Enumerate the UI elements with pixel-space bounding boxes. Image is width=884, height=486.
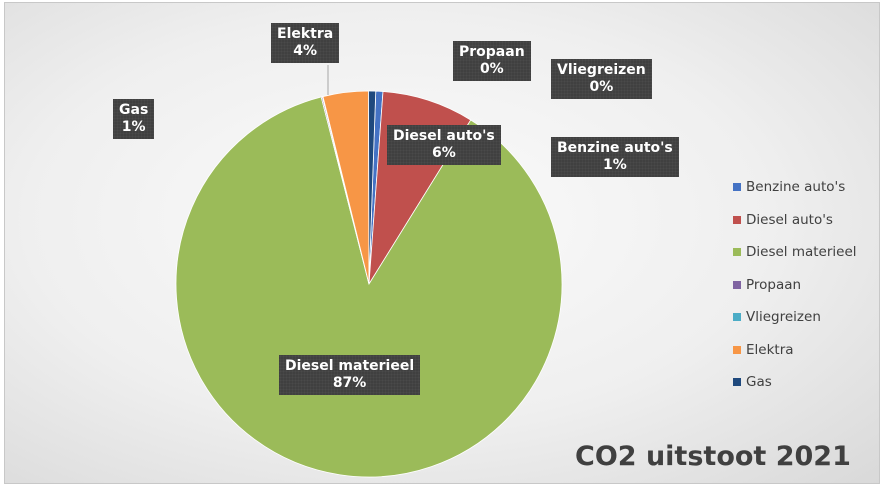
- legend-label: Diesel materieel: [746, 244, 857, 261]
- legend-label: Diesel auto's: [746, 211, 833, 228]
- data-label-diesel-materieel: Diesel materieel 87%: [279, 355, 421, 395]
- pie-chart: [175, 65, 563, 478]
- chart-area: Gas 1% Elektra 4% Propaan 0% Vliegreizen…: [4, 2, 880, 484]
- legend-item-propaan: Propaan: [733, 269, 857, 302]
- legend-swatch: [733, 345, 741, 354]
- data-label-benzine-autos: Benzine auto's 1%: [551, 137, 679, 177]
- legend-label: Benzine auto's: [746, 179, 846, 196]
- data-label-propaan: Propaan 0%: [453, 41, 531, 81]
- legend-label: Vliegreizen: [746, 309, 821, 326]
- legend-item-elektra: Elektra: [733, 334, 857, 367]
- legend-item-vliegreizen: Vliegreizen: [733, 301, 857, 334]
- legend-label: Gas: [746, 374, 772, 391]
- legend-swatch: [733, 280, 741, 289]
- data-label-vliegreizen: Vliegreizen 0%: [551, 59, 652, 99]
- legend: Benzine auto's Diesel auto's Diesel mate…: [733, 171, 857, 399]
- legend-swatch: [733, 248, 741, 257]
- legend-item-diesel-materieel: Diesel materieel: [733, 236, 857, 269]
- data-label-elektra: Elektra 4%: [271, 23, 340, 63]
- legend-swatch: [733, 313, 741, 322]
- legend-swatch: [733, 183, 741, 192]
- legend-label: Elektra: [746, 341, 794, 358]
- legend-item-diesel-autos: Diesel auto's: [733, 204, 857, 237]
- data-label-gas: Gas 1%: [113, 99, 155, 139]
- pie-slice-diesel-materieel: [175, 96, 563, 478]
- legend-swatch: [733, 215, 741, 224]
- legend-item-benzine-autos: Benzine auto's: [733, 171, 857, 204]
- legend-swatch: [733, 378, 741, 387]
- chart-title: CO2 uitstoot 2021: [575, 441, 851, 472]
- pie-slice-gas: [368, 90, 377, 285]
- legend-item-gas: Gas: [733, 366, 857, 399]
- legend-label: Propaan: [746, 276, 802, 293]
- data-label-diesel-autos: Diesel auto's 6%: [387, 125, 501, 165]
